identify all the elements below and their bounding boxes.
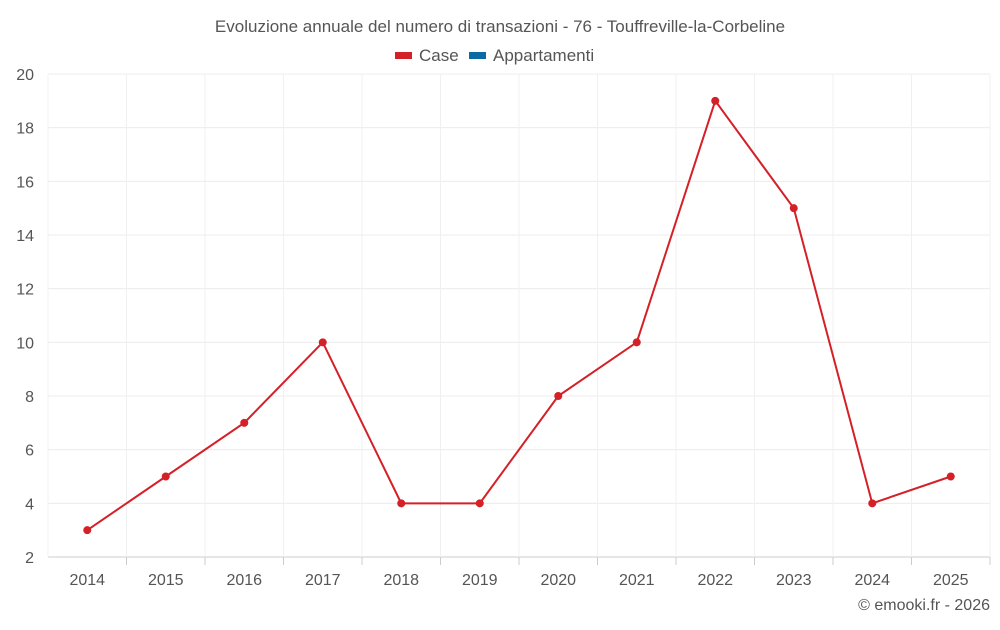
- y-tick-label: 16: [16, 174, 34, 191]
- legend-swatch-appartamenti: [469, 52, 486, 59]
- x-tick-label: 2019: [462, 572, 498, 589]
- y-tick-label: 18: [16, 121, 34, 138]
- data-point: [318, 338, 327, 347]
- y-tick-label: 20: [16, 67, 34, 84]
- data-point: [946, 472, 955, 481]
- data-point: [83, 526, 92, 535]
- data-point: [554, 392, 563, 400]
- y-tick-label: 14: [16, 228, 34, 245]
- legend-label-case[interactable]: Case: [419, 46, 459, 65]
- x-tick-label: 2014: [69, 572, 105, 589]
- series-line-case: [86, 98, 952, 531]
- chart-title: Evoluzione annuale del numero di transaz…: [215, 17, 785, 36]
- data-point: [475, 499, 484, 508]
- y-tick-label: 12: [16, 282, 34, 299]
- x-tick-label: 2015: [148, 572, 184, 589]
- data-point: [789, 204, 798, 213]
- legend-label-appartamenti[interactable]: Appartamenti: [493, 46, 594, 65]
- x-tick-label: 2016: [226, 572, 262, 589]
- x-tick-label: 2020: [540, 572, 576, 589]
- x-tick-label: 2025: [933, 572, 969, 589]
- x-tick-label: 2021: [619, 572, 655, 589]
- data-point: [240, 418, 249, 427]
- x-tick-label: 2018: [383, 572, 419, 589]
- y-tick-label: 4: [25, 496, 34, 513]
- x-tick-label: 2024: [854, 572, 890, 589]
- x-tick-label: 2022: [697, 572, 733, 589]
- x-tick-label: 2023: [776, 572, 812, 589]
- data-point: [711, 96, 720, 105]
- y-tick-label: 8: [25, 389, 34, 406]
- y-tick-label: 6: [25, 443, 34, 460]
- x-tick-label: 2017: [305, 572, 341, 589]
- legend: Case Appartamenti: [395, 46, 594, 65]
- data-point: [632, 338, 641, 347]
- y-tick-label: 10: [16, 335, 34, 352]
- legend-swatch-case: [395, 52, 412, 59]
- data-point: [868, 499, 877, 508]
- data-point: [161, 472, 170, 481]
- data-point: [397, 499, 406, 508]
- y-tick-label: 2: [25, 550, 34, 567]
- credit: © emooki.fr - 2026: [858, 597, 990, 614]
